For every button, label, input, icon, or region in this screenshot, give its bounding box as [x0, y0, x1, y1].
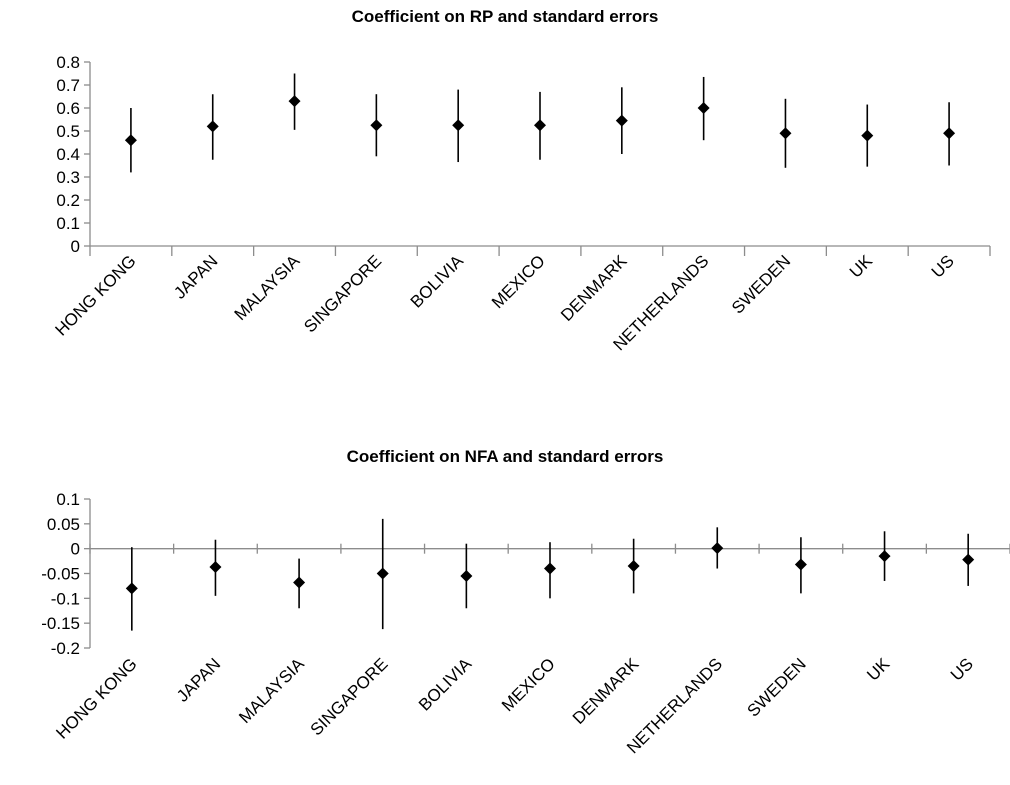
data-point-marker: [209, 561, 222, 574]
category-label: UK: [846, 251, 877, 282]
data-point-marker: [878, 550, 891, 563]
category-label: US: [947, 654, 977, 684]
y-tick-label: -0.05: [41, 565, 80, 584]
data-point-marker: [206, 120, 219, 133]
nfa-coefficient-chart: Coefficient on NFA and standard errors 0…: [41, 447, 1010, 757]
category-label: BOLIVIA: [415, 654, 476, 715]
data-point-marker: [544, 562, 556, 575]
y-tick-label: 0.5: [56, 122, 80, 141]
category-label: DENMARK: [569, 654, 643, 728]
data-point-marker: [794, 558, 807, 571]
data-point-marker: [125, 582, 138, 595]
y-tick-label: 0.8: [56, 53, 80, 72]
y-tick-label: 0.1: [56, 214, 80, 233]
data-point-marker: [943, 127, 956, 140]
data-point-marker: [376, 567, 389, 580]
category-label: SWEDEN: [728, 251, 794, 317]
data-point-marker: [534, 119, 546, 132]
data-point-marker: [711, 542, 724, 555]
data-point-marker: [861, 129, 874, 142]
y-tick-label: -0.15: [41, 614, 80, 633]
category-label: HONG KONG: [52, 654, 140, 742]
category-label: SINGAPORE: [307, 654, 392, 739]
category-label: MALAYSIA: [235, 654, 308, 727]
category-label: JAPAN: [170, 251, 221, 302]
data-point-marker: [779, 127, 792, 140]
category-label: HONG KONG: [51, 251, 139, 339]
data-point-marker: [293, 576, 306, 589]
y-tick-label: 0.7: [56, 76, 80, 95]
y-tick-label: -0.2: [51, 639, 80, 658]
category-label: MALAYSIA: [231, 251, 304, 324]
y-tick-label: 0.2: [56, 191, 80, 210]
rp-coefficient-chart: Coefficient on RP and standard errors 0.…: [51, 7, 991, 354]
category-label: SINGAPORE: [300, 251, 385, 336]
category-label: BOLIVIA: [407, 251, 468, 312]
category-label: DENMARK: [557, 251, 631, 325]
y-tick-label: -0.1: [51, 589, 80, 608]
data-point-marker: [962, 553, 975, 566]
y-tick-label: 0.1: [56, 490, 80, 509]
data-point-marker: [452, 119, 465, 132]
data-point-marker: [288, 95, 301, 108]
data-point-marker: [615, 114, 628, 127]
category-label: JAPAN: [173, 654, 224, 705]
category-label: MEXICO: [488, 251, 549, 312]
data-point-marker: [627, 560, 640, 573]
y-tick-label: 0.05: [47, 515, 80, 534]
data-point-marker: [460, 569, 473, 582]
category-label: US: [928, 251, 958, 281]
category-label: UK: [863, 654, 894, 685]
category-label: SWEDEN: [744, 654, 810, 720]
y-tick-label: 0.3: [56, 168, 80, 187]
data-point-marker: [697, 102, 710, 114]
y-tick-label: 0.6: [56, 99, 80, 118]
data-point-marker: [124, 134, 137, 147]
y-tick-label: 0: [71, 237, 80, 256]
category-label: MEXICO: [498, 654, 559, 715]
chart-title: Coefficient on RP and standard errors: [352, 7, 659, 26]
data-point-marker: [370, 119, 383, 132]
y-tick-label: 0.4: [56, 145, 80, 164]
y-tick-label: 0: [71, 540, 80, 559]
chart-title: Coefficient on NFA and standard errors: [347, 447, 664, 466]
